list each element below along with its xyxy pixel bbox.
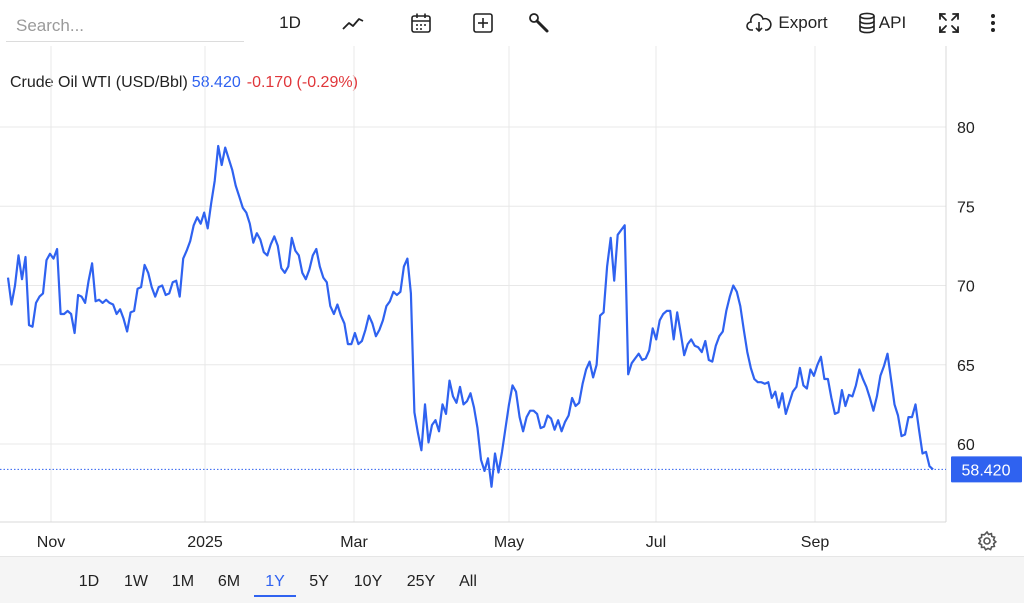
series-legend: Crude Oil WTI (USD/Bbl) 58.420 -0.170 (-0.… (10, 74, 358, 92)
y-tick-label: 70 (957, 279, 975, 296)
y-tick-label: 65 (957, 358, 975, 375)
toolbar: 1D Export API (0, 0, 1024, 46)
legend-change: -0.170 (-0.29%) (246, 74, 358, 91)
y-tick-label: 75 (957, 199, 975, 216)
chart-type-button[interactable] (336, 8, 370, 38)
interval-label: 1D (279, 13, 301, 32)
x-tick-label: Jul (646, 534, 666, 551)
range-25y[interactable]: 25Y (406, 573, 436, 590)
line-chart-icon (341, 14, 365, 32)
cloud-download-icon (746, 13, 773, 33)
fullscreen-button[interactable] (934, 8, 964, 38)
range-10y[interactable]: 10Y (353, 573, 383, 590)
range-1d[interactable]: 1D (78, 573, 100, 590)
add-comparison-button[interactable] (466, 8, 500, 38)
x-tick-label: Mar (340, 534, 368, 551)
x-tick-label: 2025 (187, 534, 223, 551)
range-1y[interactable]: 1Y (254, 567, 296, 597)
price-chart[interactable]: 60 65 70 75 80 Nov 2025 Mar May Jul Sep 58.420 (0, 46, 1024, 554)
x-tick-label: Sep (801, 534, 830, 551)
range-selector: 1D 1W 1M 6M 1Y 5Y 10Y 25Y All (0, 556, 1024, 603)
legend-last-price: 58.420 (191, 74, 241, 91)
range-all[interactable]: All (459, 573, 477, 590)
last-price-badge (951, 456, 1022, 483)
api-label: API (878, 13, 907, 32)
range-1w[interactable]: 1W (124, 573, 148, 590)
x-tick-label: May (494, 534, 524, 551)
range-1m[interactable]: 1M (171, 573, 195, 590)
last-price-badge-label: 58.420 (962, 462, 1011, 479)
chart-settings-button[interactable] (976, 530, 998, 552)
indicators-button[interactable] (522, 8, 556, 38)
series-line (6, 144, 934, 488)
calendar-icon (410, 12, 432, 34)
api-button[interactable]: API (852, 8, 912, 38)
database-icon (858, 12, 876, 34)
y-tick-label: 80 (957, 120, 975, 137)
fullscreen-icon (937, 11, 961, 35)
range-6m[interactable]: 6M (217, 573, 241, 590)
search-input[interactable] (6, 10, 244, 42)
legend-series-name: Crude Oil WTI (USD/Bbl) (10, 74, 188, 91)
date-range-button[interactable] (404, 8, 438, 38)
export-label: Export (778, 13, 828, 32)
y-tick-label: 60 (957, 437, 975, 454)
more-menu-button[interactable] (982, 8, 1004, 38)
wrench-icon (528, 12, 550, 34)
export-button[interactable]: Export (742, 8, 832, 38)
more-vertical-icon (990, 13, 996, 33)
x-tick-label: Nov (37, 534, 65, 551)
interval-button[interactable]: 1D (272, 8, 308, 38)
range-5y[interactable]: 5Y (309, 573, 329, 590)
plus-box-icon (472, 12, 494, 34)
settings-gear-icon (976, 530, 998, 556)
